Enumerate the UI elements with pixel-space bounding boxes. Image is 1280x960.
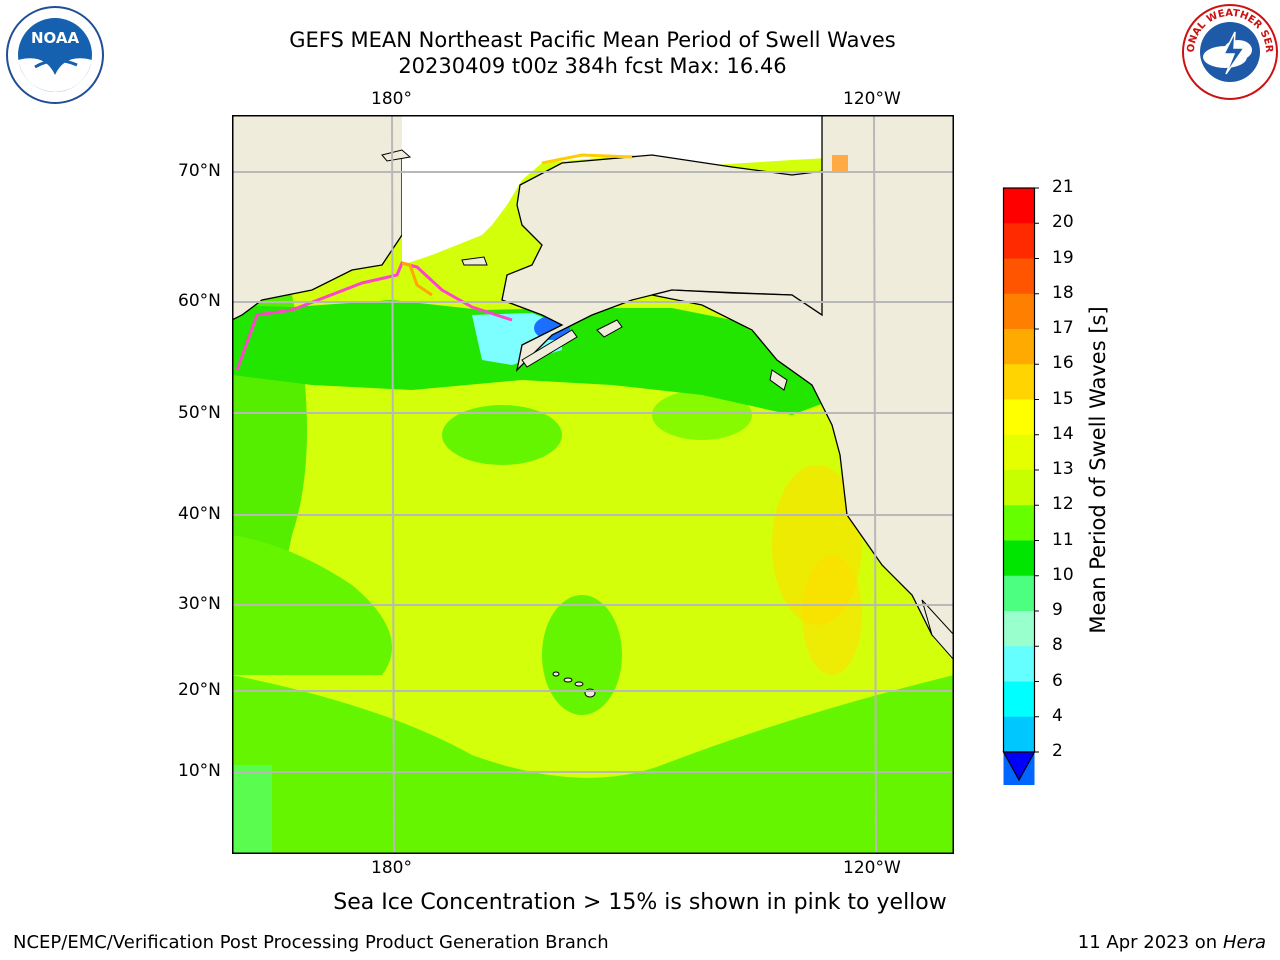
sea-ice-edge [401,261,433,297]
ocean-green-patch [542,595,622,715]
colorbar-tick-label: 15 [1052,388,1074,409]
colorbar-tick-label: 10 [1052,564,1074,585]
map-gridlines [232,115,954,854]
lon-label-top-120w: 120°W [843,89,901,109]
colorbar-tick-label: 14 [1052,423,1074,444]
footer-date-text: 11 Apr 2023 on [1077,932,1223,953]
sea-ice-edge [541,153,633,165]
colorbar-segment [1003,188,1035,224]
map-frame [232,115,954,854]
ocean-green-patch [442,405,562,465]
colorbar-segment [1003,258,1035,295]
colorbar-tick-label: 18 [1052,282,1074,303]
lat-label-70n: 70°N [178,161,221,181]
colorbar-tick-label: 2 [1052,741,1063,761]
chart-subtitle: 20230409 t00z 384h fcst Max: 16.46 [398,54,787,78]
lat-label-60n: 60°N [178,291,221,311]
colorbar-tick-label: 19 [1052,247,1074,268]
lat-label-40n: 40°N [178,504,221,524]
lon-label-bottom-120w: 120°W [843,858,901,878]
land-vancouver-island [769,369,788,391]
lat-label-30n: 30°N [178,594,221,614]
colorbar-segment [1003,329,1035,365]
colorbar-segment [1003,646,1035,682]
colorbar-tick-label: 4 [1052,705,1063,726]
colorbar-segment [1003,399,1035,436]
land-alaska-peninsula [521,329,578,368]
ocean-warm-patch [802,555,862,675]
colorbar-label: Mean Period of Swell Waves [s] [1086,306,1110,634]
noaa-logo: NOAA [6,6,104,104]
colorbar-segment [1003,470,1035,506]
lat-label-10n: 10°N [178,761,221,781]
colorbar-segment [1003,293,1035,330]
ocean-tropics-green [232,675,954,854]
colorbar-segment [1003,364,1035,400]
lat-label-20n: 20°N [178,680,221,700]
colorbar-tick-label: 20 [1052,212,1074,233]
colorbar-segment [1003,223,1035,259]
colorbar-segment [1003,611,1035,647]
colorbar-tick-label: 12 [1052,494,1074,515]
land-wrangel-island [381,149,412,162]
colorbar-tick-label: 16 [1052,353,1074,374]
colorbar-segment [1003,434,1035,471]
colorbar [1002,187,1039,785]
colorbar-tick-label: 6 [1052,670,1063,691]
lat-label-50n: 50°N [178,403,221,423]
sea-ice-area [402,115,954,265]
land-baja [921,599,954,661]
colorbar-tick-label: 11 [1052,529,1074,550]
nws-logo: NATIONAL WEATHER SERVICE [1180,2,1278,100]
land-st-lawrence-island [461,256,488,266]
colorbar-segment [1003,575,1035,612]
colorbar-tick-label: 9 [1052,600,1063,620]
ocean-edge-patch [232,765,272,854]
ocean-green-patch [652,390,752,440]
noaa-logo-text: NOAA [31,29,80,47]
sea-ice-caption: Sea Ice Concentration > 15% is shown in … [333,890,947,915]
colorbar-segment [1003,505,1035,541]
colorbar-segment [1003,681,1035,718]
lon-label-bottom-180: 180° [371,858,412,878]
colorbar-segment [1003,540,1035,577]
lon-label-top-180: 180° [371,89,412,109]
colorbar-tick-label: 21 [1052,177,1074,197]
footer-date: 11 Apr 2023 on Hera [1078,932,1266,953]
sea-ice-edge [235,261,513,371]
colorbar-tick-label: 8 [1052,635,1063,656]
land-kodiak [596,319,623,338]
footer-credit: NCEP/EMC/Verification Post Processing Pr… [13,932,609,953]
chart-title: GEFS MEAN Northeast Pacific Mean Period … [289,28,896,52]
map-panel [232,115,954,854]
footer-host: Hera [1222,932,1266,953]
colorbar-tick-label: 17 [1052,318,1074,338]
colorbar-segment [1003,716,1035,753]
colorbar-tick-label: 13 [1052,459,1074,479]
sea-ice-patch [832,155,848,173]
